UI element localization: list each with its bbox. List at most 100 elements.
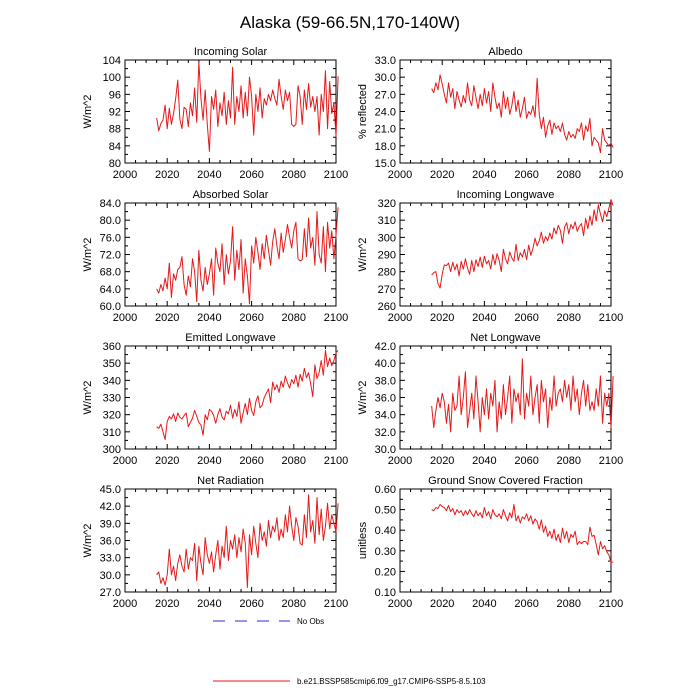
x-tick-label: 2020 bbox=[430, 169, 454, 181]
y-axis-label-ground-snow-covered-fraction: unitless bbox=[357, 521, 369, 559]
y-tick-label: 350 bbox=[103, 358, 121, 370]
y-axis-label-albedo: % reflected bbox=[357, 84, 369, 139]
x-tick-label: 2040 bbox=[472, 598, 496, 610]
x-tick-label: 2040 bbox=[472, 169, 496, 181]
y-tick-label: 84.0 bbox=[100, 198, 121, 210]
y-axis-label-emitted-longwave: W/m^2 bbox=[82, 381, 94, 415]
panel-incoming-longwave: Incoming Longwave 260 270 280 290 300 310 320 20… bbox=[357, 189, 623, 324]
x-tick-label: 2080 bbox=[557, 312, 581, 324]
y-tick-label: 360 bbox=[103, 341, 121, 353]
panel-emitted-longwave: Emitted Longwave 300 310 320 330 340 350 360 200… bbox=[82, 332, 348, 467]
y-tick-label: 27.0 bbox=[100, 587, 121, 599]
y-tick-label: 18.0 bbox=[375, 141, 396, 153]
y-tick-label: 88 bbox=[109, 124, 121, 136]
panel-title-ground-snow-covered-fraction: Ground Snow Covered Fraction bbox=[428, 475, 583, 487]
y-tick-label: 34.0 bbox=[375, 410, 396, 422]
y-tick-label: 92 bbox=[109, 107, 121, 119]
y-tick-label: 340 bbox=[103, 375, 121, 387]
y-tick-label: 24.0 bbox=[375, 107, 396, 119]
y-tick-label: 30.0 bbox=[375, 72, 396, 84]
series-line-net-longwave bbox=[431, 358, 614, 433]
x-tick-label: 2080 bbox=[282, 169, 306, 181]
x-tick-label: 2000 bbox=[388, 169, 412, 181]
y-tick-label: 96 bbox=[109, 89, 121, 101]
y-tick-label: 42.0 bbox=[100, 501, 121, 513]
x-tick-label: 2000 bbox=[388, 598, 412, 610]
x-tick-label: 2000 bbox=[113, 598, 137, 610]
y-tick-label: 0.30 bbox=[375, 546, 396, 558]
plot-frame-albedo bbox=[399, 59, 612, 164]
y-tick-label: 64.0 bbox=[100, 284, 121, 296]
panel-incoming-solar: Incoming Solar 80 84 88 92 96 100 104 2000 2020 20… bbox=[82, 46, 348, 181]
series-line-albedo bbox=[431, 74, 614, 154]
x-tick-label: 2100 bbox=[324, 169, 348, 181]
y-tick-label: 15.0 bbox=[375, 158, 396, 170]
y-tick-label: 21.0 bbox=[375, 124, 396, 136]
figure-title: Alaska (59-66.5N,170-140W) bbox=[240, 13, 460, 32]
x-tick-label: 2060 bbox=[239, 598, 263, 610]
y-tick-label: 42.0 bbox=[375, 341, 396, 353]
y-tick-label: 320 bbox=[103, 410, 121, 422]
legend-label-no-obs: No Obs bbox=[297, 617, 324, 626]
y-tick-label: 33.0 bbox=[375, 55, 396, 67]
plot-frame-net-longwave bbox=[399, 345, 612, 450]
y-axis-label-incoming-longwave: W/m^2 bbox=[357, 238, 369, 272]
x-tick-label: 2020 bbox=[155, 598, 179, 610]
x-tick-label: 2060 bbox=[514, 598, 538, 610]
series-line-ground-snow-covered-fraction bbox=[431, 503, 614, 563]
series-line-emitted-longwave bbox=[156, 349, 339, 441]
y-tick-label: 300 bbox=[378, 232, 396, 244]
panel-title-incoming-longwave: Incoming Longwave bbox=[457, 189, 555, 201]
y-tick-label: 290 bbox=[378, 250, 396, 262]
plot-frame-ground-snow-covered-fraction bbox=[399, 488, 612, 593]
x-tick-label: 2060 bbox=[239, 455, 263, 467]
y-tick-label: 0.40 bbox=[375, 525, 396, 537]
panel-title-incoming-solar: Incoming Solar bbox=[194, 46, 268, 58]
x-tick-label: 2080 bbox=[282, 598, 306, 610]
panel-title-absorbed-solar: Absorbed Solar bbox=[193, 189, 269, 201]
y-tick-label: 270 bbox=[378, 284, 396, 296]
y-axis-label-net-longwave: W/m^2 bbox=[357, 381, 369, 415]
x-tick-label: 2080 bbox=[282, 455, 306, 467]
y-tick-label: 320 bbox=[378, 198, 396, 210]
y-tick-label: 80 bbox=[109, 158, 121, 170]
y-tick-label: 72.0 bbox=[100, 250, 121, 262]
x-tick-label: 2000 bbox=[388, 455, 412, 467]
x-tick-label: 2020 bbox=[430, 455, 454, 467]
y-tick-label: 0.20 bbox=[375, 566, 396, 578]
y-axis-label-net-radiation: W/m^2 bbox=[82, 524, 94, 558]
y-tick-label: 310 bbox=[103, 427, 121, 439]
y-tick-label: 38.0 bbox=[375, 375, 396, 387]
panel-albedo: Albedo 15.0 18.0 21.0 24.0 27.0 30.0 33.0 2000 20… bbox=[357, 46, 623, 181]
x-tick-label: 2040 bbox=[197, 455, 221, 467]
y-tick-label: 76.0 bbox=[100, 232, 121, 244]
series-line-incoming-solar bbox=[156, 61, 339, 152]
x-tick-label: 2040 bbox=[197, 312, 221, 324]
x-tick-label: 2000 bbox=[388, 312, 412, 324]
x-tick-label: 2100 bbox=[324, 455, 348, 467]
panel-net-longwave: Net Longwave 30.0 32.0 34.0 36.0 38.0 40.0 42.0… bbox=[357, 332, 623, 467]
x-tick-label: 2100 bbox=[324, 598, 348, 610]
x-tick-label: 2060 bbox=[514, 455, 538, 467]
panel-net-radiation: Net Radiation 27.0 30.0 33.0 36.0 39.0 42.0 45.… bbox=[82, 475, 348, 610]
x-tick-label: 2100 bbox=[599, 169, 623, 181]
y-tick-label: 0.60 bbox=[375, 484, 396, 496]
x-tick-label: 2100 bbox=[599, 455, 623, 467]
x-tick-label: 2060 bbox=[514, 169, 538, 181]
y-tick-label: 330 bbox=[103, 393, 121, 405]
plot-frame-incoming-longwave bbox=[399, 202, 612, 307]
panel-title-albedo: Albedo bbox=[488, 46, 522, 58]
x-tick-label: 2020 bbox=[155, 455, 179, 467]
y-tick-label: 260 bbox=[378, 301, 396, 313]
x-tick-label: 2040 bbox=[472, 312, 496, 324]
y-tick-label: 310 bbox=[378, 215, 396, 227]
y-tick-label: 84 bbox=[109, 141, 121, 153]
x-tick-label: 2080 bbox=[557, 598, 581, 610]
x-tick-label: 2100 bbox=[599, 598, 623, 610]
legend-label-model-run: b.e21.BSSP585cmip6.f09_g17.CMIP6-SSP5-8.… bbox=[297, 677, 486, 686]
x-tick-label: 2020 bbox=[155, 312, 179, 324]
x-tick-label: 2040 bbox=[472, 455, 496, 467]
x-tick-label: 2040 bbox=[197, 598, 221, 610]
y-tick-label: 30.0 bbox=[100, 570, 121, 582]
